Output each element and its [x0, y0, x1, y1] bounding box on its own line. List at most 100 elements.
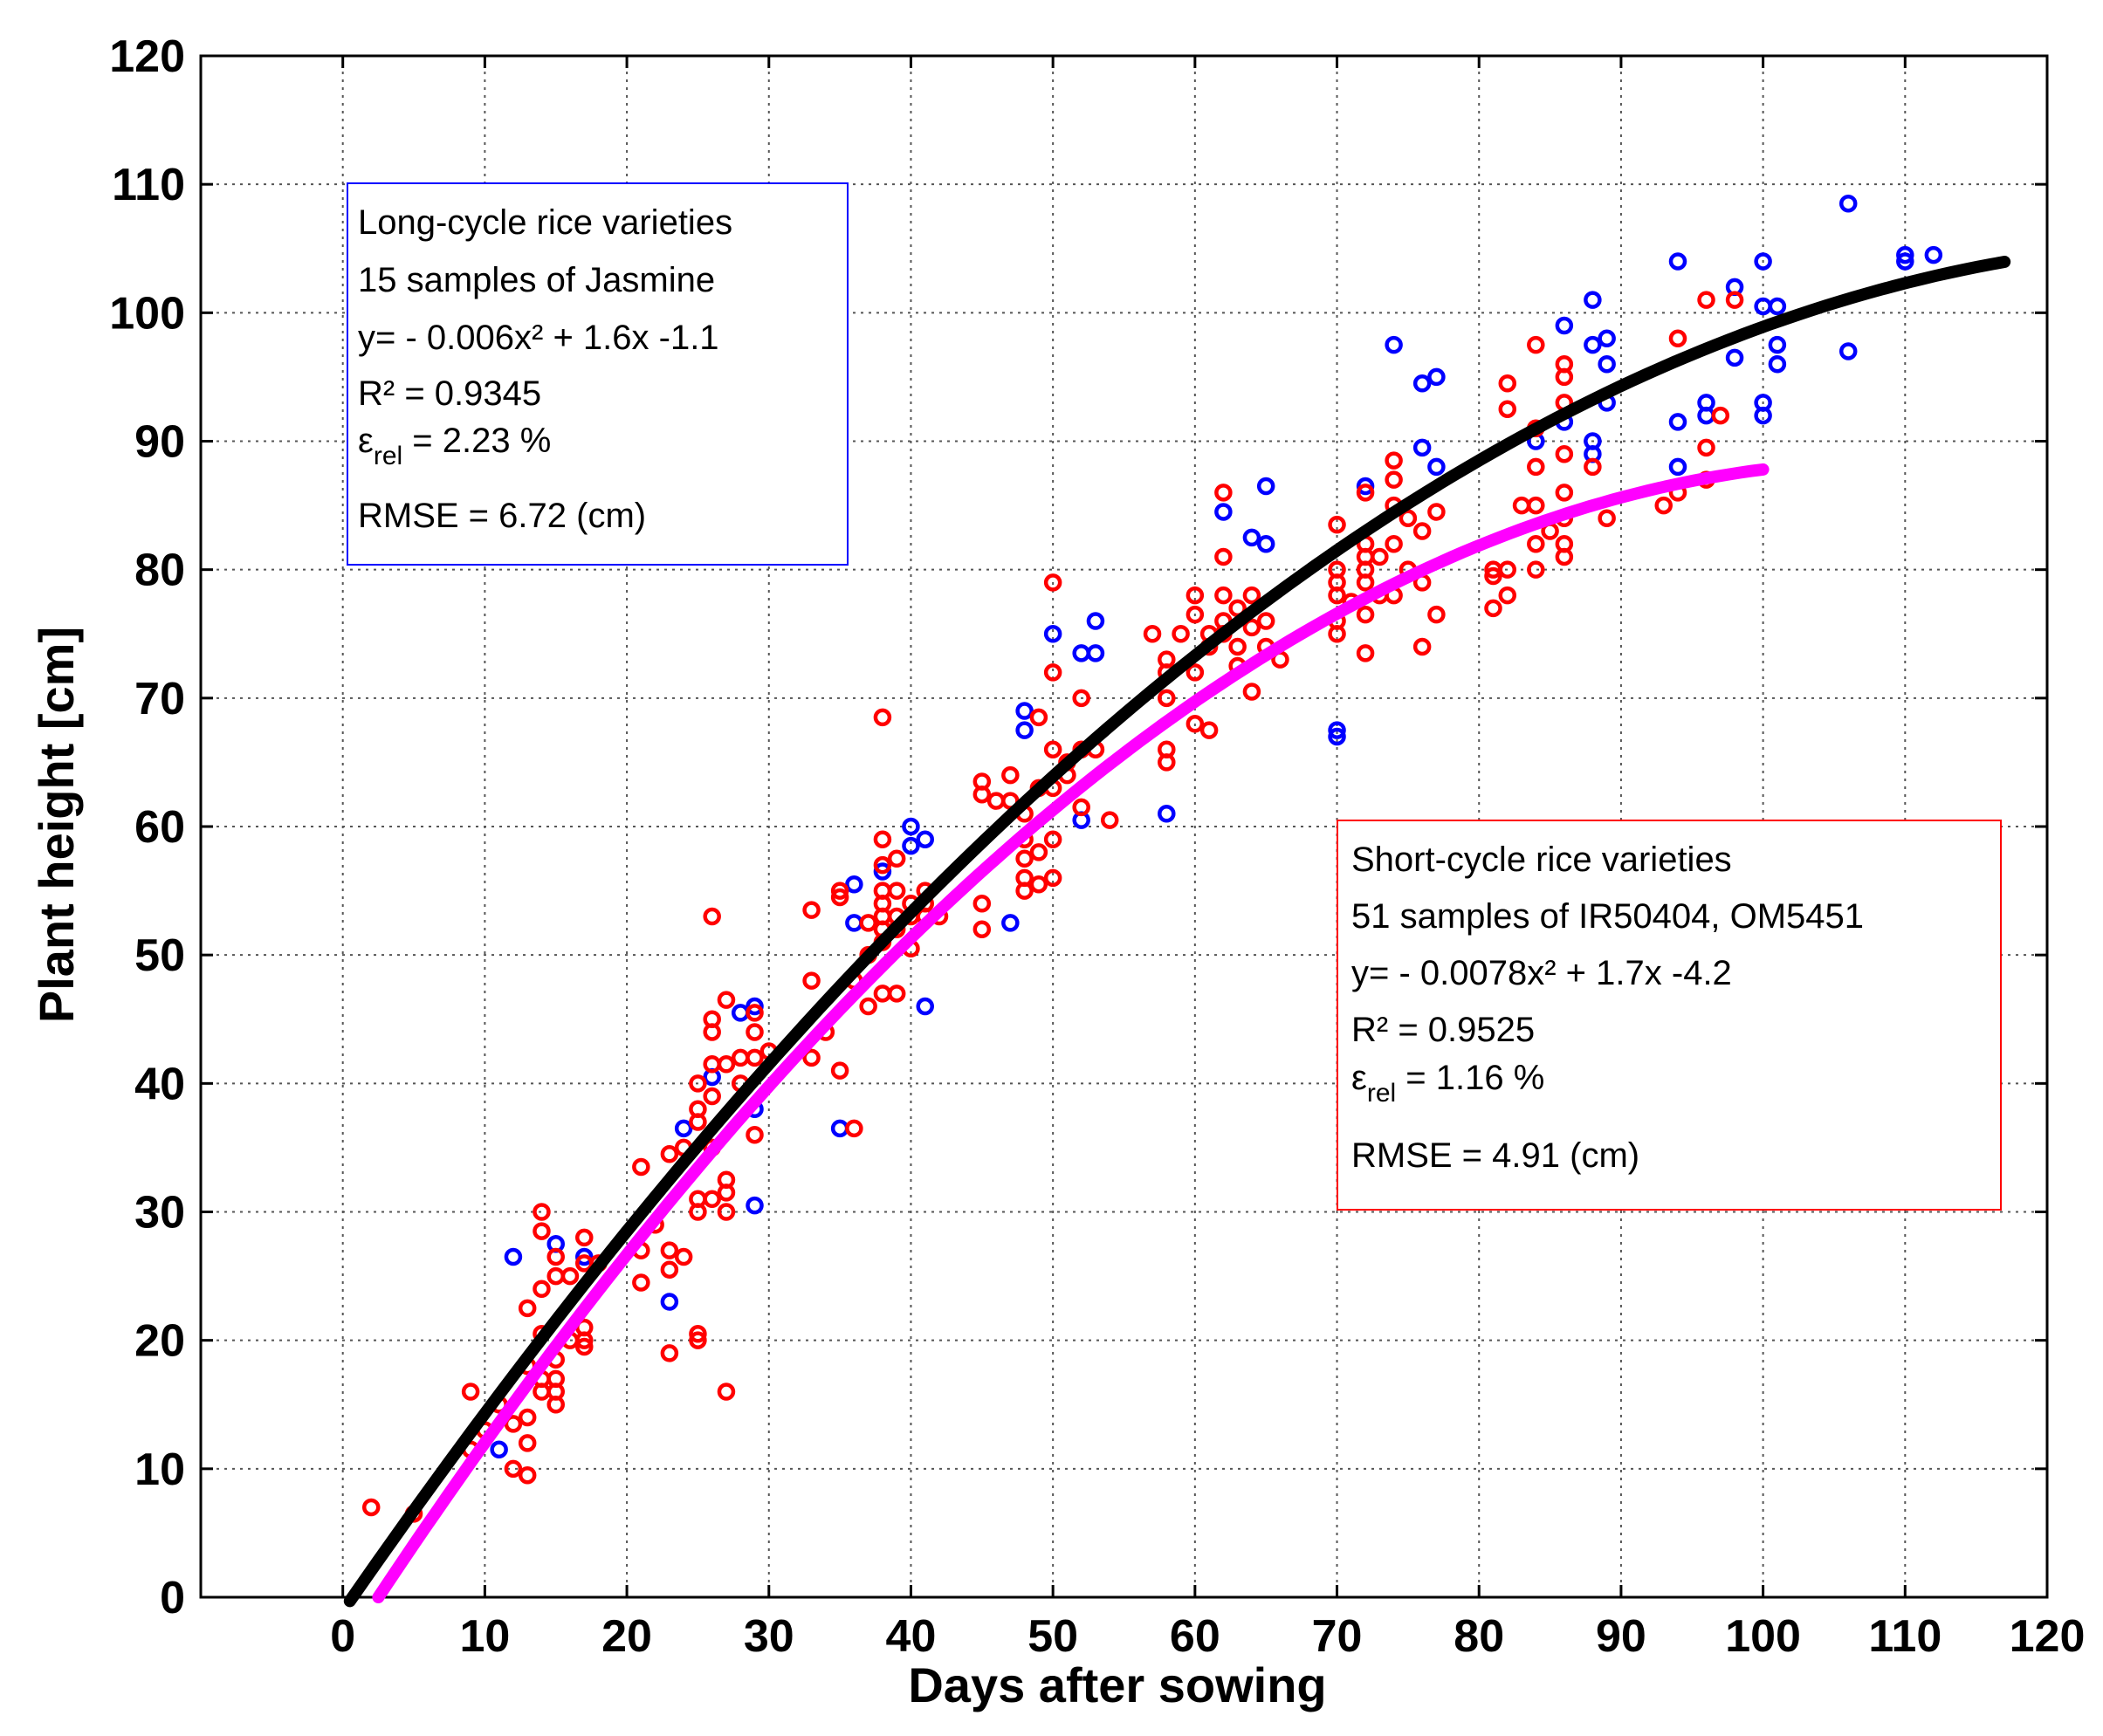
short-cycle-point: [1072, 798, 1090, 817]
long-cycle-point: [1242, 528, 1261, 547]
short-annotation-samples: 51 samples of IR50404, OM5451: [1351, 897, 1864, 936]
long-cycle-point: [1015, 702, 1034, 720]
short-cycle-point: [1043, 830, 1062, 848]
x-tick-label: 40: [886, 1611, 937, 1662]
short-cycle-point: [1328, 515, 1346, 534]
y-tick-label: 60: [134, 802, 185, 853]
short-cycle-point: [1697, 291, 1715, 309]
short-annotation-eps: εrel = 1.16 %: [1351, 1059, 1544, 1108]
long-annotation-rmse: RMSE = 6.72 (cm): [358, 497, 646, 535]
long-cycle-point: [504, 1247, 523, 1266]
short-cycle-point: [1043, 740, 1062, 758]
y-tick-label: 90: [134, 417, 185, 468]
long-cycle-point: [1385, 335, 1403, 354]
short-cycle-point: [1498, 586, 1517, 605]
short-cycle-point: [504, 1415, 523, 1433]
short-cycle-point: [1527, 560, 1545, 579]
short-cycle-point: [1399, 509, 1418, 528]
short-eps-symbol: ε: [1351, 1059, 1367, 1097]
short-cycle-point: [1527, 496, 1545, 515]
short-cycle-point: [1427, 503, 1446, 521]
long-cycle-annotation: Long-cycle rice varieties 15 samples of …: [347, 182, 849, 566]
short-cycle-point: [887, 882, 906, 900]
short-cycle-point: [689, 1074, 707, 1093]
short-cycle-point: [1214, 484, 1233, 502]
long-cycle-point: [1584, 291, 1602, 309]
short-cycle-point: [361, 1498, 381, 1517]
long-cycle-point: [1001, 914, 1020, 932]
short-cycle-point: [1498, 560, 1517, 579]
short-cycle-point: [518, 1465, 537, 1485]
short-cycle-point: [1029, 708, 1048, 727]
short-cycle-point: [1328, 625, 1346, 643]
long-cycle-point: [1427, 367, 1446, 387]
short-cycle-point: [972, 920, 992, 938]
short-cycle-point: [1015, 882, 1034, 900]
short-cycle-point: [518, 1408, 537, 1427]
short-cycle-point: [518, 1299, 537, 1318]
y-tick-label: 70: [134, 674, 185, 724]
short-cycle-point: [1427, 605, 1446, 624]
fit-lines: [343, 256, 2011, 1608]
short-cycle-point: [1527, 534, 1545, 553]
short-cycle-point: [1029, 875, 1048, 894]
long-cycle-point: [1412, 374, 1432, 393]
short-cycle-point: [632, 1157, 650, 1177]
x-tick-label: 90: [1596, 1611, 1646, 1662]
long-eps-symbol: ε: [358, 422, 374, 460]
short-cycle-point: [887, 985, 906, 1003]
short-cycle-point: [660, 1145, 679, 1163]
x-tick-label: 70: [1312, 1611, 1363, 1662]
long-cycle-point: [1896, 245, 1914, 264]
short-annotation-rmse: RMSE = 4.91 (cm): [1351, 1136, 1639, 1175]
long-cycle-point: [873, 862, 892, 881]
short-cycle-point: [1072, 689, 1090, 708]
long-annotation-r2: R² = 0.9345: [358, 374, 541, 413]
short-cycle-point: [1371, 547, 1389, 566]
long-annotation-title: Long-cycle rice varieties: [358, 203, 732, 242]
short-cycle-point: [660, 1241, 679, 1259]
short-cycle-point: [1555, 367, 1574, 387]
short-cycle-point: [1043, 868, 1062, 888]
short-cycle-point: [1214, 547, 1233, 566]
short-cycle-point: [1356, 484, 1375, 502]
short-cycle-point: [1385, 470, 1403, 489]
long-cycle-point: [1256, 534, 1275, 553]
short-cycle-point: [1228, 637, 1247, 656]
short-cycle-point: [1484, 599, 1502, 618]
short-annotation-border: [1337, 820, 2002, 1211]
x-tick-label: 120: [2010, 1611, 2086, 1662]
long-cycle-point: [1584, 335, 1602, 354]
short-cycle-point: [873, 855, 892, 875]
long-annotation-samples: 15 samples of Jasmine: [358, 261, 715, 299]
long-annotation-border: [347, 182, 849, 566]
short-cycle-point: [1484, 566, 1502, 586]
short-cycle-point: [546, 1369, 565, 1389]
long-cycle-point: [1328, 727, 1346, 746]
short-cycle-point: [546, 1266, 565, 1286]
long-cycle-point: [1043, 625, 1062, 643]
short-eps-sub: rel: [1367, 1079, 1396, 1108]
long-eps-value: = 2.23 %: [402, 422, 551, 460]
short-cycle-point: [1186, 715, 1205, 733]
long-eps-sub: rel: [374, 442, 402, 470]
short-cycle-point: [1555, 444, 1574, 463]
short-cycle-point: [1043, 663, 1062, 682]
short-cycle-point: [703, 907, 721, 926]
short-cycle-point: [1172, 625, 1190, 643]
long-cycle-point: [1328, 721, 1346, 739]
long-cycle-fit-line: [343, 256, 2011, 1608]
long-cycle-point: [845, 914, 863, 932]
short-cycle-point: [1158, 689, 1176, 708]
short-cycle-point: [1356, 605, 1375, 624]
long-cycle-point: [1598, 329, 1616, 348]
short-cycle-point: [560, 1266, 580, 1286]
long-cycle-point: [746, 997, 764, 1016]
short-cycle-point: [1711, 406, 1730, 425]
short-cycle-fit-line: [372, 463, 1770, 1603]
long-cycle-point: [1158, 805, 1176, 823]
long-cycle-point: [916, 997, 934, 1016]
y-tick-label: 110: [112, 160, 185, 210]
short-cycle-point: [1697, 438, 1715, 457]
